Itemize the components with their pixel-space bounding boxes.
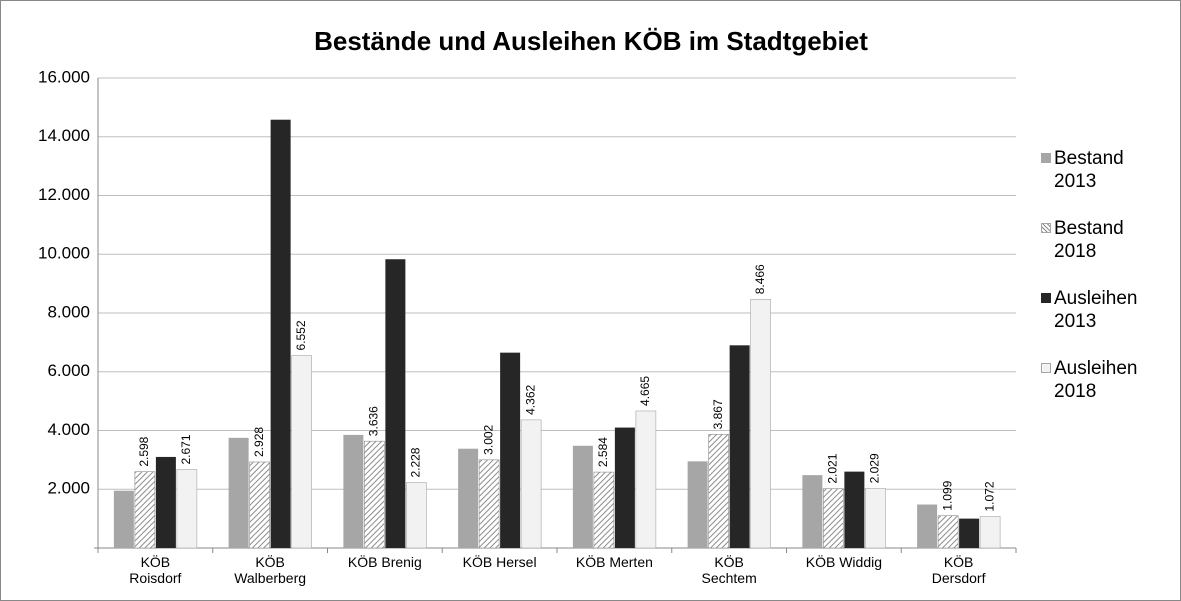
legend-item: Bestand 2018 xyxy=(1041,217,1171,263)
legend-swatch xyxy=(1041,293,1051,303)
bar xyxy=(865,488,886,549)
legend-swatch xyxy=(1041,223,1051,233)
legend-label: Bestand 2013 xyxy=(1054,148,1124,192)
legend-label: Ausleihen 2018 xyxy=(1054,358,1138,402)
y-tick-label: 4.000 xyxy=(47,420,90,439)
bar xyxy=(500,352,521,548)
bar xyxy=(520,419,542,549)
data-label: 2.029 xyxy=(868,453,882,483)
bar xyxy=(406,482,427,549)
bar xyxy=(176,469,198,549)
legend-item: Bestand 2013 xyxy=(1041,147,1171,193)
data-label: 4.665 xyxy=(638,376,652,406)
data-label: 1.072 xyxy=(982,481,996,511)
y-tick-label: 12.000 xyxy=(38,185,90,204)
bar xyxy=(687,461,708,548)
x-tick-label: KÖB Hersel xyxy=(462,554,537,570)
bar xyxy=(458,448,479,548)
x-tick-label: KÖB Merten xyxy=(575,554,653,570)
data-label: 1.099 xyxy=(940,480,954,510)
x-tick-label: KÖB Widdig xyxy=(805,554,882,570)
y-tick-label: 6.000 xyxy=(47,361,90,380)
bar xyxy=(823,488,844,549)
bar xyxy=(979,516,1001,549)
bar xyxy=(750,299,771,549)
x-tick-label: KÖB Brenig xyxy=(347,554,422,570)
data-label: 2.228 xyxy=(409,447,423,477)
y-tick-label: 2.000 xyxy=(47,479,90,498)
bar xyxy=(478,459,500,549)
legend-item: Ausleihen 2013 xyxy=(1041,287,1171,333)
x-tick-label: KÖB Roisdorf xyxy=(129,554,182,586)
x-tick-label: KÖB Dersdorf xyxy=(931,554,986,586)
y-tick-label: 14.000 xyxy=(38,126,90,145)
bar xyxy=(364,440,385,549)
legend-swatch xyxy=(1041,363,1051,373)
x-tick-label: KÖB Sechtem xyxy=(701,554,757,586)
bar xyxy=(291,355,312,549)
data-label: 2.928 xyxy=(252,427,266,457)
data-label: 2.021 xyxy=(826,453,840,483)
legend-swatch xyxy=(1041,153,1051,163)
bar xyxy=(228,437,249,548)
data-label: 4.362 xyxy=(523,385,537,415)
chart-title: Bestände und Ausleihen KÖB im Stadtgebie… xyxy=(314,26,868,56)
y-tick-label: 16.000 xyxy=(38,67,90,86)
bar xyxy=(572,445,593,548)
legend-item: Ausleihen 2018 xyxy=(1041,357,1171,403)
data-label: 3.636 xyxy=(367,406,381,436)
bar xyxy=(937,515,959,549)
legend-label: Bestand 2018 xyxy=(1054,218,1124,262)
bar xyxy=(249,461,270,549)
data-label: 2.584 xyxy=(596,437,610,467)
y-tick-label: 10.000 xyxy=(38,244,90,263)
bar xyxy=(385,259,406,548)
bar xyxy=(729,345,750,548)
data-label: 2.598 xyxy=(137,436,151,466)
data-label: 3.867 xyxy=(711,399,725,429)
bar xyxy=(802,475,823,548)
bar xyxy=(917,504,938,548)
data-label: 6.552 xyxy=(294,320,308,350)
bar xyxy=(708,434,729,549)
bar xyxy=(635,410,657,549)
bar xyxy=(270,119,291,549)
bar xyxy=(113,490,134,548)
bar xyxy=(134,471,156,549)
bar xyxy=(593,471,615,549)
bar xyxy=(343,434,364,548)
bar xyxy=(614,427,635,548)
y-tick-label: 8.000 xyxy=(47,302,90,321)
legend-label: Ausleihen 2013 xyxy=(1054,288,1138,332)
data-label: 3.002 xyxy=(481,424,495,454)
data-label: 2.671 xyxy=(179,434,193,464)
data-label: 8.466 xyxy=(753,264,767,294)
bar xyxy=(844,471,865,548)
bar xyxy=(959,518,980,548)
x-tick-label: KÖB Walberberg xyxy=(234,554,307,586)
bar xyxy=(155,456,176,548)
